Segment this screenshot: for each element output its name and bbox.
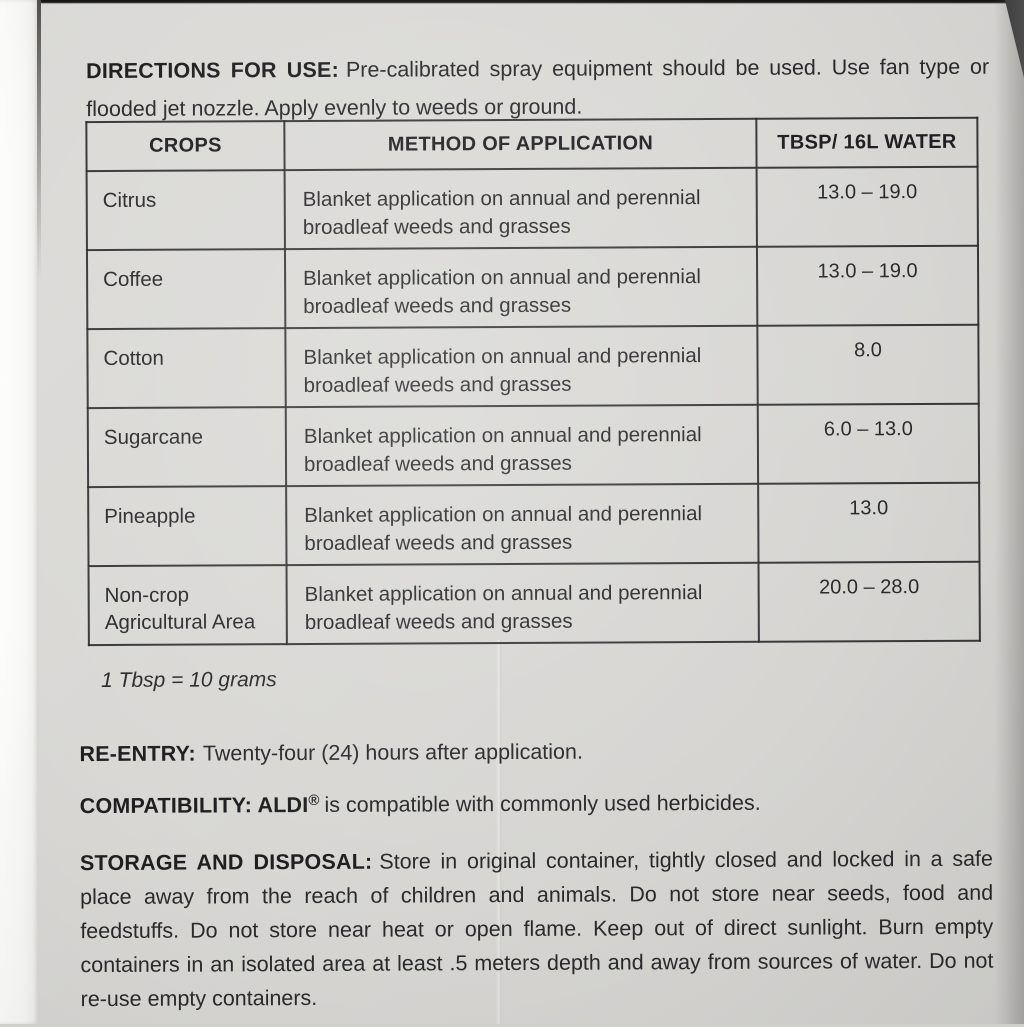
- table-row-citrus: Citrus Blanket application on annual and…: [87, 167, 978, 250]
- application-rate-table: CROPS METHOD OF APPLICATION TBSP/ 16L WA…: [85, 117, 981, 646]
- crop-cell: Sugarcane: [88, 407, 286, 487]
- storage-heading: STORAGE AND DISPOSAL:: [80, 849, 373, 874]
- column-header-rate: TBSP/ 16L WATER: [756, 118, 977, 168]
- column-header-crops: CROPS: [86, 121, 284, 171]
- method-cell: Blanket application on annual and perenn…: [285, 168, 757, 249]
- table-row-cotton: Cotton Blanket application on annual and…: [87, 325, 978, 408]
- directions-for-use-paragraph: DIRECTIONS FOR USE:Pre-calibrated spray …: [86, 47, 989, 127]
- registered-trademark-symbol: ®: [308, 791, 319, 808]
- re-entry-text: Twenty-four (24) hours after application…: [203, 739, 583, 765]
- crop-cell: Cotton: [87, 328, 285, 408]
- tbsp-conversion-note: 1 Tbsp = 10 grams: [101, 668, 277, 693]
- compatibility-heading: COMPATIBILITY: ALDI: [80, 792, 309, 817]
- method-cell: Blanket application on annual and perenn…: [285, 247, 757, 328]
- method-cell: Blanket application on annual and perenn…: [285, 326, 757, 407]
- crop-cell: Citrus: [87, 170, 285, 250]
- method-cell: Blanket application on annual and perenn…: [286, 405, 758, 486]
- table-header-row: CROPS METHOD OF APPLICATION TBSP/ 16L WA…: [86, 118, 977, 171]
- compatibility-paragraph: COMPATIBILITY: ALDI® is compatible with c…: [80, 789, 993, 818]
- method-cell: Blanket application on annual and perenn…: [287, 563, 759, 644]
- table-row-coffee: Coffee Blanket application on annual and…: [87, 246, 978, 329]
- crop-cell: Pineapple: [88, 486, 286, 566]
- rate-cell: 20.0 – 28.0: [759, 562, 980, 642]
- rate-cell: 8.0: [757, 325, 978, 405]
- crop-cell: Non-crop Agricultural Area: [89, 565, 287, 645]
- method-cell: Blanket application on annual and perenn…: [286, 484, 758, 565]
- rate-cell: 13.0: [758, 483, 979, 563]
- column-header-method: METHOD OF APPLICATION: [284, 119, 756, 170]
- re-entry-heading: RE-ENTRY:: [79, 741, 196, 766]
- directions-heading: DIRECTIONS FOR USE:: [86, 57, 339, 82]
- re-entry-paragraph: RE-ENTRY: Twenty-four (24) hours after ap…: [79, 737, 992, 766]
- table-row-non-crop-agricultural-area: Non-crop Agricultural Area Blanket appli…: [89, 562, 980, 645]
- crop-cell: Coffee: [87, 249, 285, 329]
- rate-cell: 13.0 – 19.0: [757, 167, 978, 247]
- storage-and-disposal-paragraph: STORAGE AND DISPOSAL:Store in original c…: [80, 841, 994, 1015]
- table-row-pineapple: Pineapple Blanket application on annual …: [88, 483, 979, 566]
- compatibility-text: is compatible with commonly used herbici…: [324, 790, 760, 816]
- rate-cell: 13.0 – 19.0: [757, 246, 978, 326]
- rate-cell: 6.0 – 13.0: [758, 404, 979, 484]
- table-row-sugarcane: Sugarcane Blanket application on annual …: [88, 404, 979, 487]
